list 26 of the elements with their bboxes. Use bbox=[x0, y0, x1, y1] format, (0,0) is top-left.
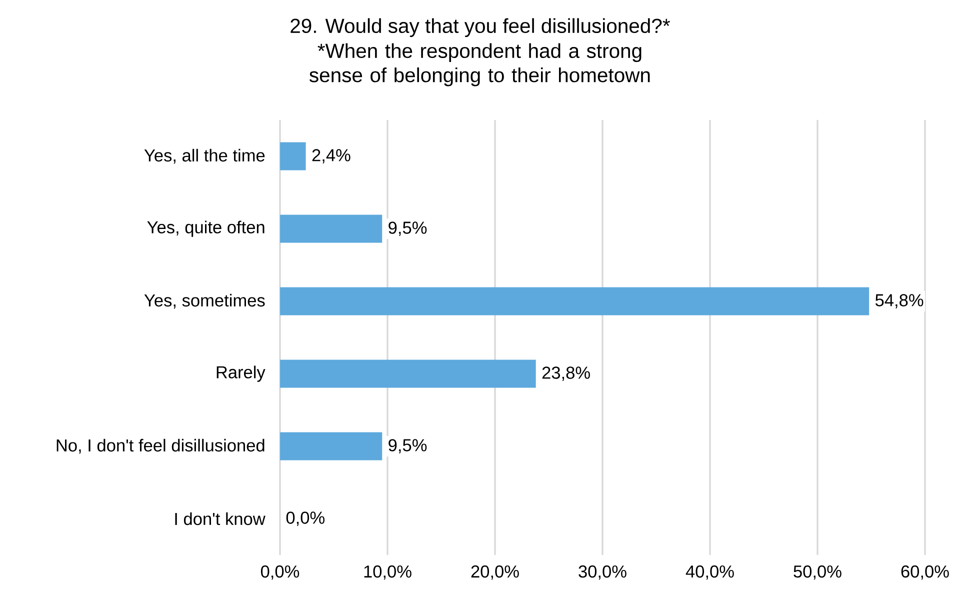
y-tick-label: I don't know bbox=[175, 512, 266, 526]
bar bbox=[280, 214, 382, 243]
x-tick-label: 40,0% bbox=[686, 565, 734, 580]
chart-title: 29. Would say that you feel disillusioned?* bbox=[290, 18, 670, 38]
x-tick-label: 30,0% bbox=[578, 565, 626, 580]
y-tick-label: Rarely bbox=[216, 366, 266, 382]
chart-subtitle: *When the respondent had a strong sense of belonging to their hometown bbox=[310, 43, 650, 86]
x-tick-label: 10,0% bbox=[364, 565, 412, 580]
y-tick-label: Yes, quite often bbox=[147, 220, 264, 237]
data-label: 23,8% bbox=[542, 366, 590, 381]
data-label: 2,4% bbox=[312, 149, 350, 164]
data-label: 9,5% bbox=[388, 439, 427, 454]
y-tick-label: Yes, sometimes bbox=[144, 294, 265, 309]
bar bbox=[280, 360, 536, 388]
bar bbox=[280, 142, 306, 170]
x-tick-label: 20,0% bbox=[471, 565, 519, 580]
y-tick-label: No, I don't feel disillusioned bbox=[56, 438, 264, 454]
bar bbox=[280, 287, 870, 316]
x-tick-label: 50,0% bbox=[794, 565, 842, 580]
bar bbox=[280, 432, 382, 460]
y-tick-label: Yes, all the time bbox=[144, 148, 265, 164]
data-label: 9,5% bbox=[388, 222, 427, 236]
x-tick-label: 60,0% bbox=[901, 565, 949, 580]
data-label: 0,0% bbox=[286, 512, 324, 526]
x-tick-label: 0,0% bbox=[260, 565, 300, 580]
data-label: 54,8% bbox=[875, 294, 924, 308]
